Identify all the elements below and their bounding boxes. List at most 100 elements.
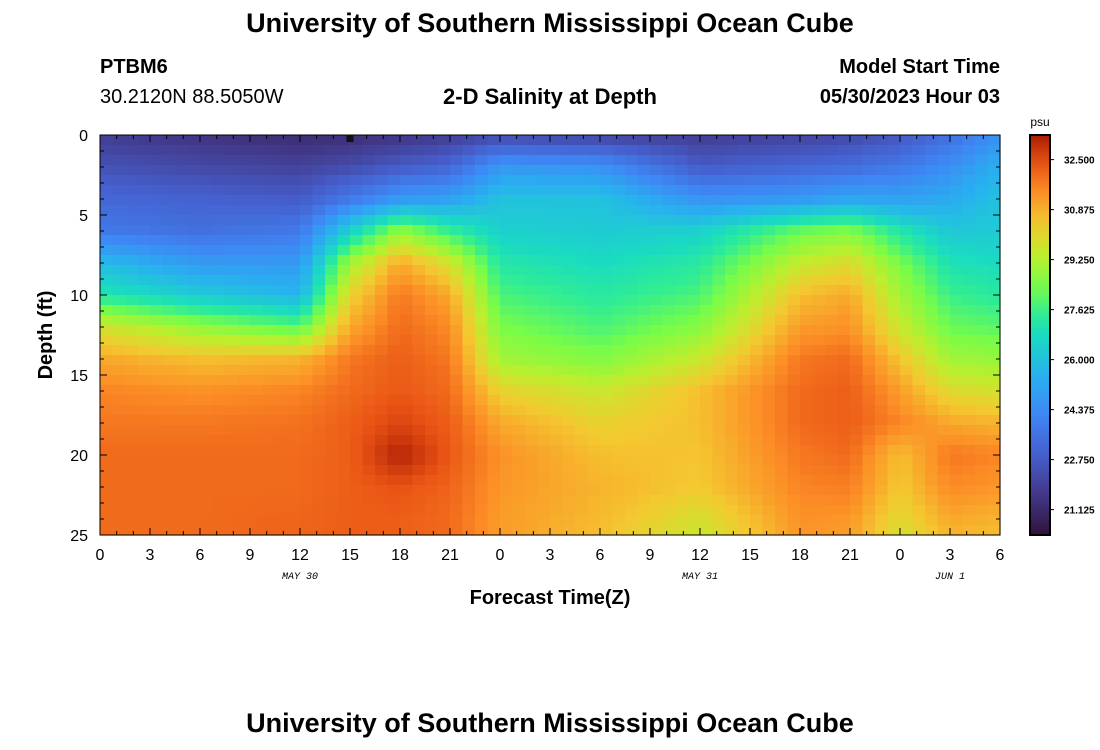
heatmap-cell [975,225,989,236]
heatmap-cell [337,185,351,196]
heatmap-cell [200,505,214,516]
heatmap-cell [275,385,289,396]
heatmap-cell [875,425,889,436]
chart-title: University of Southern Mississippi Ocean… [246,8,854,38]
heatmap-cell [262,225,276,236]
heatmap-cell [787,405,801,416]
heatmap-cell [337,455,351,466]
heatmap-cell [850,205,864,216]
heatmap-cell [812,275,826,286]
heatmap-cell [150,185,164,196]
heatmap-cell [400,275,414,286]
heatmap-cell [175,185,189,196]
heatmap-cell [700,175,714,186]
heatmap-cell [800,455,814,466]
heatmap-cell [750,525,764,536]
heatmap-cell [850,215,864,226]
heatmap-cell [412,495,426,506]
heatmap-cell [525,435,539,446]
heatmap-cell [362,475,376,486]
heatmap-cell [400,355,414,366]
heatmap-cell [125,315,139,326]
heatmap-cell [850,225,864,236]
heatmap-cell [450,465,464,476]
heatmap-cell [925,155,939,166]
heatmap-cell [387,445,401,456]
heatmap-cell [600,385,614,396]
heatmap-cell [900,505,914,516]
heatmap-cell [200,445,214,456]
heatmap-cell [825,225,839,236]
heatmap-cell [112,465,126,476]
heatmap-cell [900,335,914,346]
heatmap-cell [225,425,239,436]
heatmap-cell [662,165,676,176]
heatmap-cell [337,425,351,436]
heatmap-cell [125,295,139,306]
heatmap-cell [787,515,801,526]
heatmap-cell [162,435,176,446]
y-tick-label: 0 [79,128,88,145]
heatmap-cell [800,345,814,356]
heatmap-cell [875,355,889,366]
heatmap-cell [350,425,364,436]
heatmap-cell [375,505,389,516]
heatmap-cell [987,435,1001,446]
heatmap-cell [400,235,414,246]
heatmap-cell [687,425,701,436]
heatmap-cell [325,505,339,516]
heatmap-cell [425,485,439,496]
heatmap-cell [450,285,464,296]
heatmap-cell [200,145,214,156]
heatmap-cell [512,155,526,166]
heatmap-cell [325,205,339,216]
heatmap-cell [650,205,664,216]
heatmap-cell [962,145,976,156]
heatmap-cell [550,475,564,486]
heatmap-cell [475,455,489,466]
heatmap-cell [925,525,939,536]
heatmap-cell [550,275,564,286]
heatmap-cell [500,155,514,166]
heatmap-cell [475,485,489,496]
heatmap-cell [687,325,701,336]
heatmap-cell [112,315,126,326]
heatmap-cell [937,215,951,226]
heatmap-cell [575,365,589,376]
heatmap-cell [737,485,751,496]
heatmap-cell [700,235,714,246]
heatmap-cell [475,325,489,336]
heatmap-cell [637,235,651,246]
heatmap-cell [775,435,789,446]
heatmap-cell [812,195,826,206]
heatmap-cell [512,295,526,306]
heatmap-cell [562,325,576,336]
heatmap-cell [500,435,514,446]
heatmap-cell [375,155,389,166]
heatmap-cell [150,195,164,206]
heatmap-cell [237,395,251,406]
heatmap-cell [587,525,601,536]
heatmap-cell [137,165,151,176]
heatmap-cell [475,295,489,306]
heatmap-cell [425,155,439,166]
heatmap-cell [175,375,189,386]
heatmap-cell [362,275,376,286]
heatmap-cell [137,335,151,346]
heatmap-cell [712,135,726,146]
heatmap-cell [150,375,164,386]
heatmap-cell [925,345,939,356]
heatmap-cell [350,195,364,206]
heatmap-cell [875,515,889,526]
heatmap-cell [587,425,601,436]
heatmap-cell [850,465,864,476]
heatmap-cell [587,485,601,496]
heatmap-cell [425,395,439,406]
heatmap-cell [875,215,889,226]
heatmap-cell [262,465,276,476]
heatmap-cell [437,515,451,526]
heatmap-cell [550,225,564,236]
heatmap-cell [362,295,376,306]
heatmap-cell [150,455,164,466]
heatmap-cell [462,395,476,406]
